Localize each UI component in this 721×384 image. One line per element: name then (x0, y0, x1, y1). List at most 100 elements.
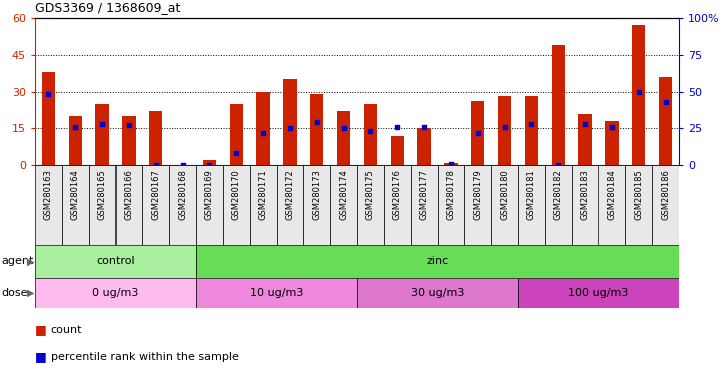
Bar (203, 160, 216, 165)
Text: 0 ug/m3: 0 ug/m3 (92, 288, 138, 298)
Text: GSM280174: GSM280174 (339, 169, 348, 220)
Text: GSM280165: GSM280165 (97, 169, 107, 220)
Point (472, 129, 484, 136)
Point (43, 91, 54, 98)
Point (231, 150, 242, 156)
Bar (196, 245, 679, 278)
Point (69, 124, 81, 130)
Text: GDS3369 / 1368609_at: GDS3369 / 1368609_at (35, 1, 180, 14)
Text: agent: agent (1, 257, 34, 266)
Bar (283, 79, 296, 165)
Bar (337, 111, 350, 165)
Bar (438, 165, 464, 245)
Bar (249, 165, 276, 245)
Bar (35, 165, 62, 245)
Bar (552, 45, 565, 165)
Bar (578, 114, 592, 165)
Text: GSM280179: GSM280179 (473, 169, 482, 220)
Text: GSM280178: GSM280178 (446, 169, 456, 220)
Bar (276, 165, 304, 245)
Point (445, 161, 456, 167)
Bar (196, 165, 223, 245)
Point (499, 124, 510, 130)
Point (552, 162, 564, 168)
Bar (444, 162, 458, 165)
Bar (42, 72, 55, 165)
Text: GSM280172: GSM280172 (286, 169, 294, 220)
Bar (391, 136, 404, 165)
Point (97, 121, 108, 127)
Text: GSM280166: GSM280166 (125, 169, 133, 220)
Bar (304, 165, 330, 245)
Bar (518, 165, 545, 245)
Bar (598, 165, 625, 245)
Text: control: control (96, 257, 135, 266)
Point (150, 162, 162, 168)
Bar (653, 165, 679, 245)
Text: GSM280167: GSM280167 (151, 169, 160, 220)
Bar (310, 94, 324, 165)
Text: GSM280180: GSM280180 (500, 169, 509, 220)
Point (257, 129, 269, 136)
Text: ▶: ▶ (27, 257, 35, 266)
Bar (115, 165, 142, 245)
Bar (169, 165, 196, 245)
Bar (95, 104, 109, 165)
Bar (142, 165, 169, 245)
Bar (525, 96, 538, 165)
Text: GSM280177: GSM280177 (420, 169, 428, 220)
Text: ▶: ▶ (27, 288, 35, 298)
Text: ■: ■ (35, 323, 47, 336)
Text: GSM280168: GSM280168 (178, 169, 187, 220)
Text: GSM280169: GSM280169 (205, 169, 214, 220)
Bar (357, 278, 518, 308)
Text: GSM280176: GSM280176 (393, 169, 402, 220)
Bar (229, 104, 243, 165)
Text: 100 ug/m3: 100 ug/m3 (568, 288, 629, 298)
Bar (545, 165, 572, 245)
Bar (632, 25, 645, 165)
Point (660, 99, 671, 105)
Bar (464, 165, 491, 245)
Text: 30 ug/m3: 30 ug/m3 (411, 288, 464, 298)
Text: GSM280171: GSM280171 (259, 169, 267, 220)
Bar (357, 165, 384, 245)
Point (633, 88, 645, 94)
Bar (625, 165, 653, 245)
Bar (572, 165, 598, 245)
Bar (196, 278, 357, 308)
Text: GSM280170: GSM280170 (231, 169, 241, 220)
Bar (35, 278, 196, 308)
Bar (471, 101, 485, 165)
Bar (62, 165, 89, 245)
Text: GSM280186: GSM280186 (661, 169, 670, 220)
Bar (89, 165, 115, 245)
Point (177, 162, 188, 168)
Point (338, 125, 350, 131)
Point (311, 119, 322, 126)
Text: 10 ug/m3: 10 ug/m3 (249, 288, 304, 298)
Text: GSM280163: GSM280163 (44, 169, 53, 220)
Point (203, 162, 215, 168)
Point (418, 124, 430, 130)
Bar (498, 96, 511, 165)
Bar (411, 165, 438, 245)
Point (392, 124, 403, 130)
Bar (35, 245, 196, 278)
Point (526, 121, 537, 127)
Text: GSM280164: GSM280164 (71, 169, 80, 220)
Text: GSM280184: GSM280184 (607, 169, 616, 220)
Bar (68, 116, 82, 165)
Text: GSM280173: GSM280173 (312, 169, 322, 220)
Bar (605, 121, 619, 165)
Bar (257, 91, 270, 165)
Point (579, 121, 590, 127)
Point (365, 128, 376, 134)
Bar (122, 116, 136, 165)
Text: GSM280175: GSM280175 (366, 169, 375, 220)
Bar (223, 165, 249, 245)
Text: ■: ■ (35, 350, 47, 363)
Bar (330, 165, 357, 245)
Point (123, 122, 135, 128)
Bar (149, 111, 162, 165)
